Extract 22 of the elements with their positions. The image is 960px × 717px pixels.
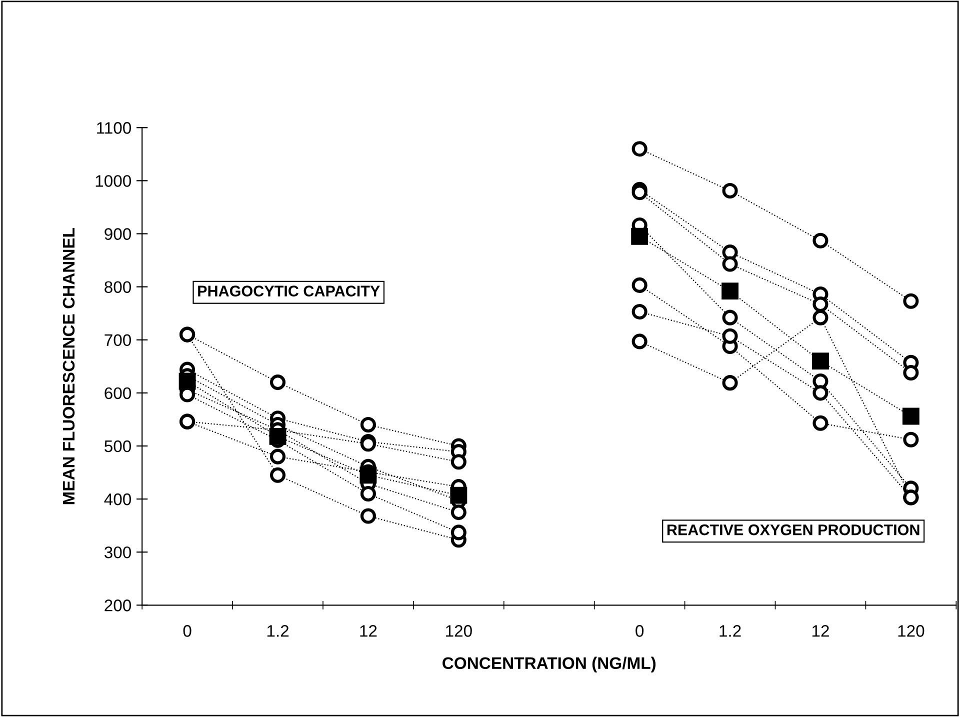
y-tick-label: 200 <box>104 600 132 612</box>
y-tick-label: 300 <box>104 546 132 558</box>
x-tick-label: 1.2 <box>267 625 289 637</box>
annotation: PHAGOCYTIC CAPACITY <box>198 286 380 296</box>
y-axis-title: MEAN FLUORESCENCE CHANNEL <box>62 228 75 504</box>
y-tick-label: 1100 <box>97 122 132 134</box>
y-tick-label: 600 <box>104 387 132 400</box>
x-tick-label: 120 <box>446 625 472 637</box>
x-tick-label: 1.2 <box>720 625 741 637</box>
y-tick-label: 400 <box>104 493 132 506</box>
x-axis-title: CONCENTRATION (NG/ML) <box>442 656 656 672</box>
x-tick-label: 120 <box>898 625 924 637</box>
y-tick-label: 500 <box>104 440 132 452</box>
x-tick-label: 12 <box>812 625 829 637</box>
x-tick-label: 12 <box>360 625 377 637</box>
annotation: REACTIVE OXYGEN PRODUCTION <box>667 524 920 536</box>
y-tick-label: 900 <box>104 228 132 240</box>
x-tick-label: 0 <box>183 625 192 637</box>
y-tick-label: 700 <box>104 334 132 346</box>
x-tick-label: 0 <box>636 625 644 637</box>
y-tick-label: 800 <box>104 281 132 294</box>
y-tick-label: 1000 <box>96 175 132 187</box>
